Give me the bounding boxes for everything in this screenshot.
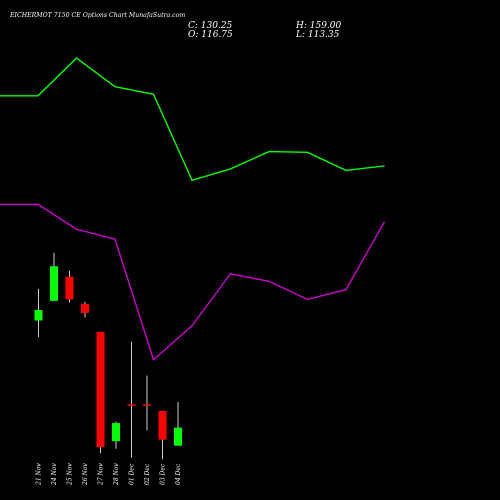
band-lines	[0, 57, 386, 361]
x-tick-label: 24 Nov	[51, 463, 58, 486]
candle-body	[112, 423, 120, 442]
x-tick-label: 26 Nov	[82, 463, 89, 486]
candle-body	[174, 427, 182, 446]
x-tick-label: 28 Nov	[113, 463, 120, 486]
candle	[34, 288, 43, 338]
upper-band-line	[0, 57, 385, 182]
x-tick-label: 21 Nov	[36, 463, 43, 486]
candle	[65, 270, 74, 303]
candle-body	[81, 303, 89, 313]
x-tick-label: 04 Dec	[175, 463, 182, 485]
candle-body	[34, 309, 43, 321]
candle-body	[143, 404, 151, 406]
lower-band-line	[0, 203, 386, 361]
chart-title: EICHERMOT 7150 CE Options Chart MunafaSu…	[9, 12, 185, 19]
candle	[158, 411, 167, 460]
x-tick-label: 01 Dec	[129, 463, 136, 485]
x-tick-label: 27 Nov	[98, 463, 105, 486]
candle-body	[158, 411, 167, 440]
x-tick-label: 03 Dec	[160, 463, 167, 485]
candle	[50, 252, 58, 301]
candles	[34, 252, 182, 460]
high-value: H: 159.00	[295, 21, 342, 31]
candle-body	[65, 276, 74, 300]
candle	[143, 375, 151, 431]
candle	[127, 341, 136, 458]
x-axis-ticks: 21 Nov 24 Nov 25 Nov 26 Nov 27 Nov 28 Nov 01 D…	[36, 463, 183, 486]
candle-body	[127, 404, 136, 406]
x-tick-label: 25 Nov	[67, 463, 74, 486]
candle	[96, 331, 105, 454]
x-tick-label: 02 Dec	[144, 463, 151, 485]
open-value: O: 116.75	[188, 30, 233, 40]
candle-body	[50, 266, 58, 301]
low-value: L: 113.35	[295, 30, 340, 40]
candle	[174, 401, 182, 446]
candle	[81, 301, 89, 318]
candle-body	[96, 331, 105, 448]
close-value: C: 130.25	[188, 21, 233, 31]
candle	[112, 421, 120, 449]
